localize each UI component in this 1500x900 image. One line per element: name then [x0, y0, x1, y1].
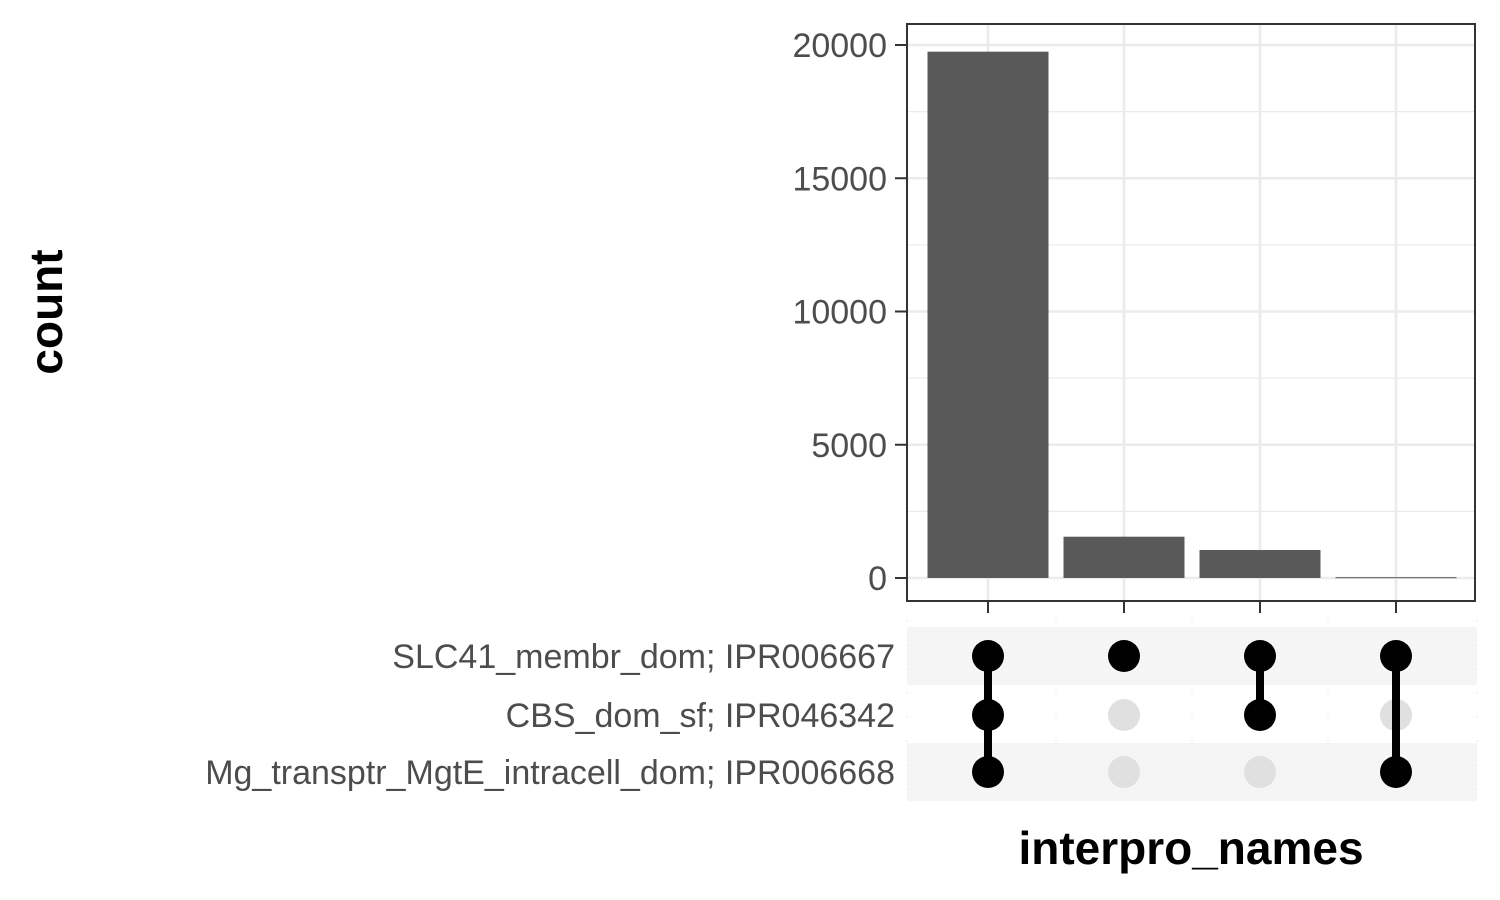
matrix-dot-inactive: [1108, 699, 1140, 731]
matrix-dot-active: [1380, 756, 1412, 788]
x-axis-title: interpro_names: [1018, 822, 1363, 874]
matrix-dot-active: [1244, 640, 1276, 672]
intersection-matrix: [906, 620, 1478, 803]
matrix-dot-inactive: [1108, 756, 1140, 788]
matrix-dot-active: [1380, 640, 1412, 672]
set-label: Mg_transptr_MgtE_intracell_dom; IPR00666…: [205, 754, 895, 792]
set-labels: SLC41_membr_dom; IPR006667 CBS_dom_sf; IP…: [205, 638, 895, 792]
y-axis: 0 5000 10000 15000 20000: [792, 27, 907, 598]
matrix-dot-inactive: [1244, 756, 1276, 788]
bar: [1335, 577, 1457, 579]
y-tick-label: 0: [868, 560, 887, 598]
bar: [1063, 536, 1185, 578]
matrix-dot-active: [972, 699, 1004, 731]
set-label: SLC41_membr_dom; IPR006667: [392, 638, 895, 676]
matrix-dot-active: [972, 756, 1004, 788]
bar: [1199, 550, 1321, 578]
x-axis: [987, 601, 1397, 613]
y-tick-label: 5000: [811, 427, 887, 465]
y-axis-title: count: [20, 249, 72, 374]
bars-layer: [927, 51, 1457, 579]
set-label: CBS_dom_sf; IPR046342: [506, 697, 895, 735]
bar: [927, 51, 1049, 579]
matrix-dot-active: [972, 640, 1004, 672]
y-tick-label: 20000: [792, 27, 887, 65]
y-tick-label: 15000: [792, 160, 887, 198]
matrix-dot-active: [1244, 699, 1276, 731]
matrix-dot-active: [1108, 640, 1140, 672]
y-tick-label: 10000: [792, 294, 887, 332]
